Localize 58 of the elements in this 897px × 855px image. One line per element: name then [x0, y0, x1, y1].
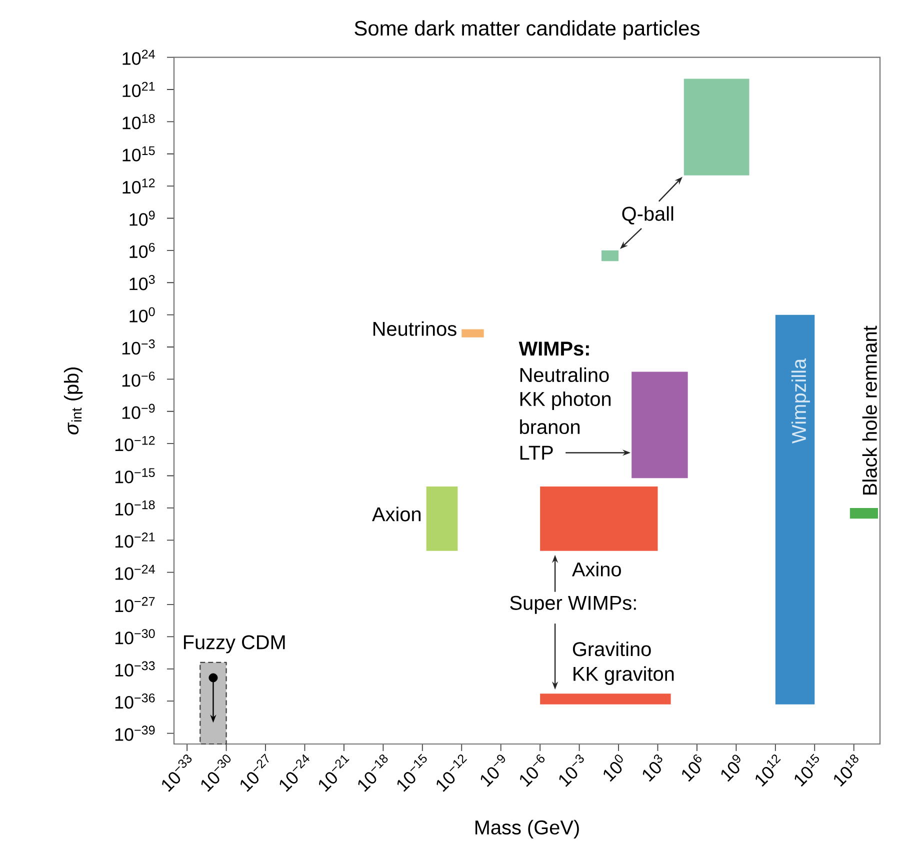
y-tick-label: 10$^{−6}$ — [122, 372, 155, 387]
x-tick-label: 10$^{−12}$ — [436, 754, 468, 792]
y-tick-label: 10$^{6}$ — [130, 242, 155, 258]
x-tick-label: 10$^{−33}$ — [162, 754, 192, 792]
x-tick-label: 10$^{18}$ — [834, 754, 858, 787]
x-tick-label: 10$^{−18}$ — [358, 754, 388, 792]
y-tick-label: 10$^{−33}$ — [115, 661, 155, 676]
x-tick-label: 10$^{12}$ — [756, 754, 781, 787]
x-tick-label: 10$^{−9}$ — [480, 754, 506, 787]
y-tick-label: 10$^{−24}$ — [115, 564, 155, 580]
y-tick-label: 10$^{0}$ — [130, 307, 155, 322]
annotation: Gravitino — [572, 642, 651, 656]
chart-title: Some dark matter candidate particles — [354, 20, 700, 40]
annotation: Neutralino — [520, 367, 609, 382]
y-tick-label: 10$^{3}$ — [130, 275, 155, 290]
x-tick-label: 10$^{−21}$ — [318, 755, 350, 792]
y-tick-label: 10$^{−12}$ — [115, 436, 155, 452]
x-tick-label: 10$^{−30}$ — [201, 754, 231, 792]
y-tick-label: 10$^{9}$ — [130, 210, 155, 226]
x-tick-label: 10$^{15}$ — [794, 754, 819, 787]
annotation: Super WIMPs: — [510, 596, 636, 614]
y-tick-label: 10$^{−9}$ — [122, 404, 155, 419]
y-tick-label: 10$^{−3}$ — [122, 339, 155, 355]
annotation: KK graviton — [574, 666, 674, 685]
x-tick-label: 10$^{−6}$ — [520, 754, 545, 787]
x-tick-label: 10$^{9}$ — [721, 754, 740, 782]
y-tick-label: 10$^{−21}$ — [115, 532, 155, 548]
annotation: Fuzzy CDM — [184, 635, 285, 654]
y-tick-label: 10$^{−27}$ — [115, 596, 155, 612]
x-axis-title: Mass (GeV) — [475, 820, 579, 838]
y-tick-label: 10$^{21}$ — [122, 82, 155, 98]
y-tick-label: 10$^{12}$ — [122, 178, 155, 194]
y-axis-title: σ$_{int}$ (pb) — [64, 367, 83, 434]
x-tick-label: 10$^{6}$ — [682, 754, 702, 782]
annotation: Neutrinos — [373, 321, 456, 336]
annotation: branon — [520, 419, 580, 434]
annotation: WIMPs: — [518, 342, 589, 356]
annotation: KK photon — [520, 391, 611, 410]
y-tick-label: 10$^{−36}$ — [115, 693, 155, 709]
y-tick-label: 10$^{24}$ — [122, 50, 155, 65]
annotation: Q-ball — [622, 206, 674, 224]
x-tick-label: 10$^{0}$ — [604, 754, 623, 782]
x-tick-label: 10$^{−3}$ — [559, 754, 584, 787]
annotation: Axino — [572, 562, 621, 576]
annotation: Wimpzilla — [791, 358, 810, 444]
annotation: LTP — [520, 446, 553, 460]
y-tick-label: 10$^{−30}$ — [115, 629, 155, 644]
y-tick-label: 10$^{−15}$ — [115, 468, 155, 484]
y-tick-label: 10$^{18}$ — [122, 114, 155, 130]
x-tick-label: 10$^{−27}$ — [240, 754, 269, 792]
y-tick-label: 10$^{−18}$ — [115, 500, 155, 516]
x-tick-label: 10$^{3}$ — [642, 754, 662, 782]
annotation: Axion — [372, 506, 421, 522]
y-tick-label: 10$^{−39}$ — [115, 726, 155, 741]
x-tick-label: 10$^{−15}$ — [397, 754, 427, 792]
y-tick-label: 10$^{15}$ — [122, 146, 155, 162]
annotation: Black hole remnant — [862, 326, 877, 494]
x-tick-label: 10$^{−24}$ — [280, 754, 310, 792]
